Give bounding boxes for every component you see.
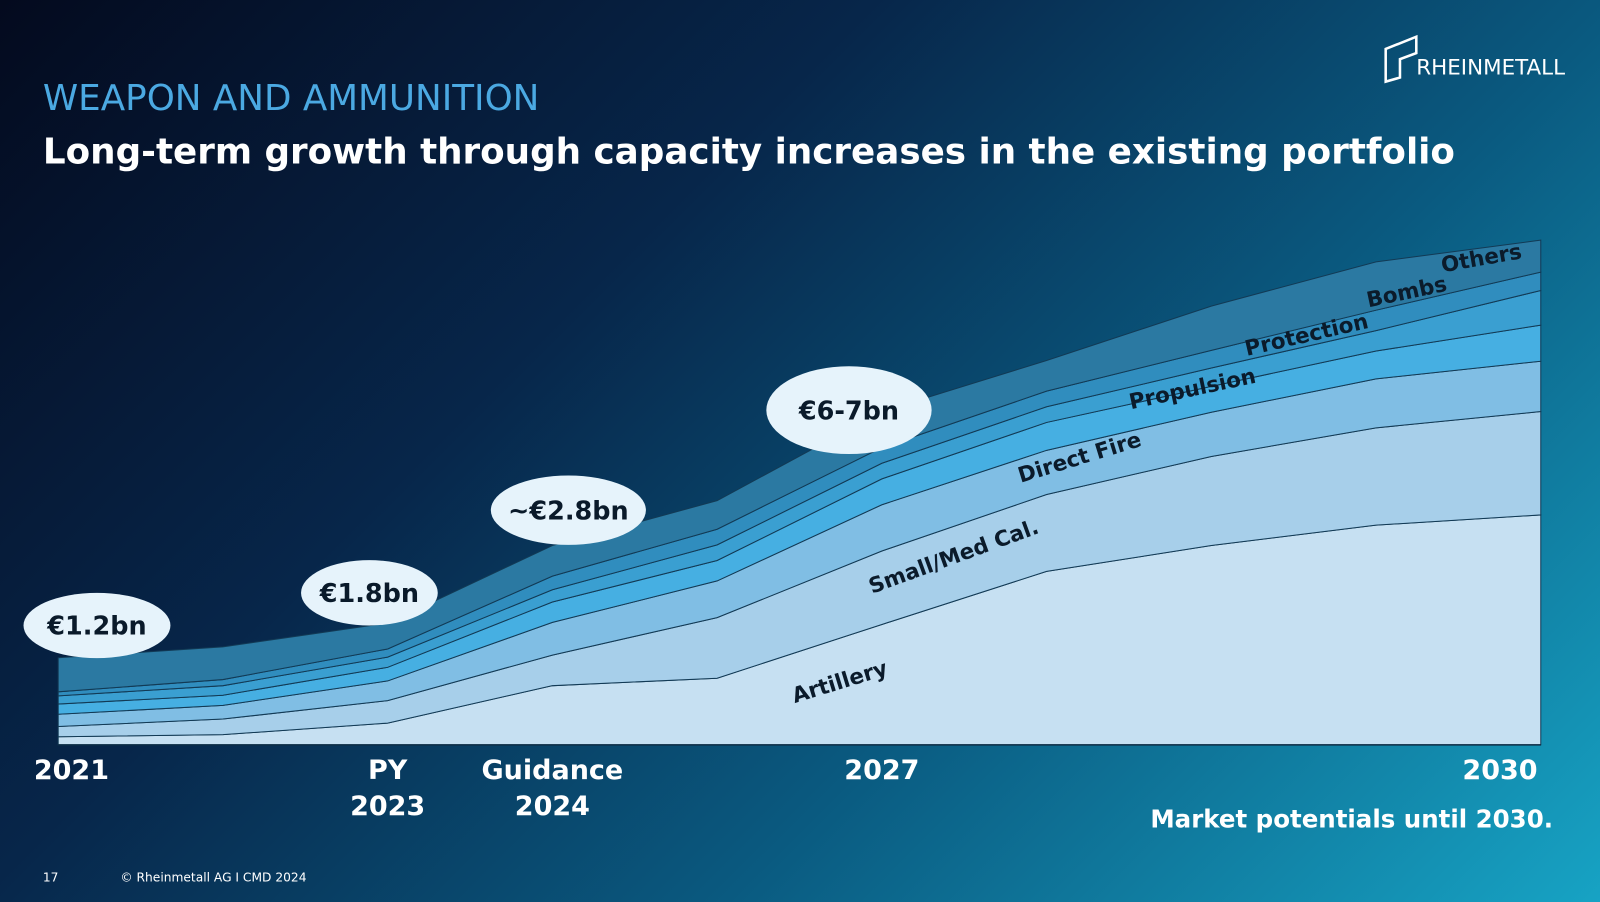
copyright: © Rheinmetall AG I CMD 2024: [120, 871, 306, 885]
bubble: [301, 560, 438, 626]
bubble: [490, 475, 646, 545]
title: Long-term growth through capacity increa…: [43, 131, 1455, 172]
page-number: 17: [43, 871, 59, 885]
x-tick-label: 2021: [33, 755, 109, 787]
bubble: [766, 366, 932, 455]
bubble-label: €1.2bn: [46, 612, 146, 642]
bubble-label: ~€2.8bn: [508, 496, 629, 526]
x-tick-label: 2030: [1462, 755, 1538, 787]
x-tick-label: Guidance 2024: [481, 755, 624, 823]
bubble: [23, 592, 171, 659]
bubble-label: €6-7bn: [798, 396, 899, 426]
bubble-label: €1.8bn: [319, 579, 419, 609]
note: Market potentials until 2030.: [1150, 805, 1553, 834]
x-tick-label: 2027: [844, 755, 920, 787]
logo-mark: [1384, 34, 1418, 84]
logo: RHEINMETALL: [1416, 55, 1565, 80]
x-tick-label: PY 2023: [350, 755, 426, 823]
section-title: WEAPON AND AMMUNITION: [43, 78, 540, 119]
